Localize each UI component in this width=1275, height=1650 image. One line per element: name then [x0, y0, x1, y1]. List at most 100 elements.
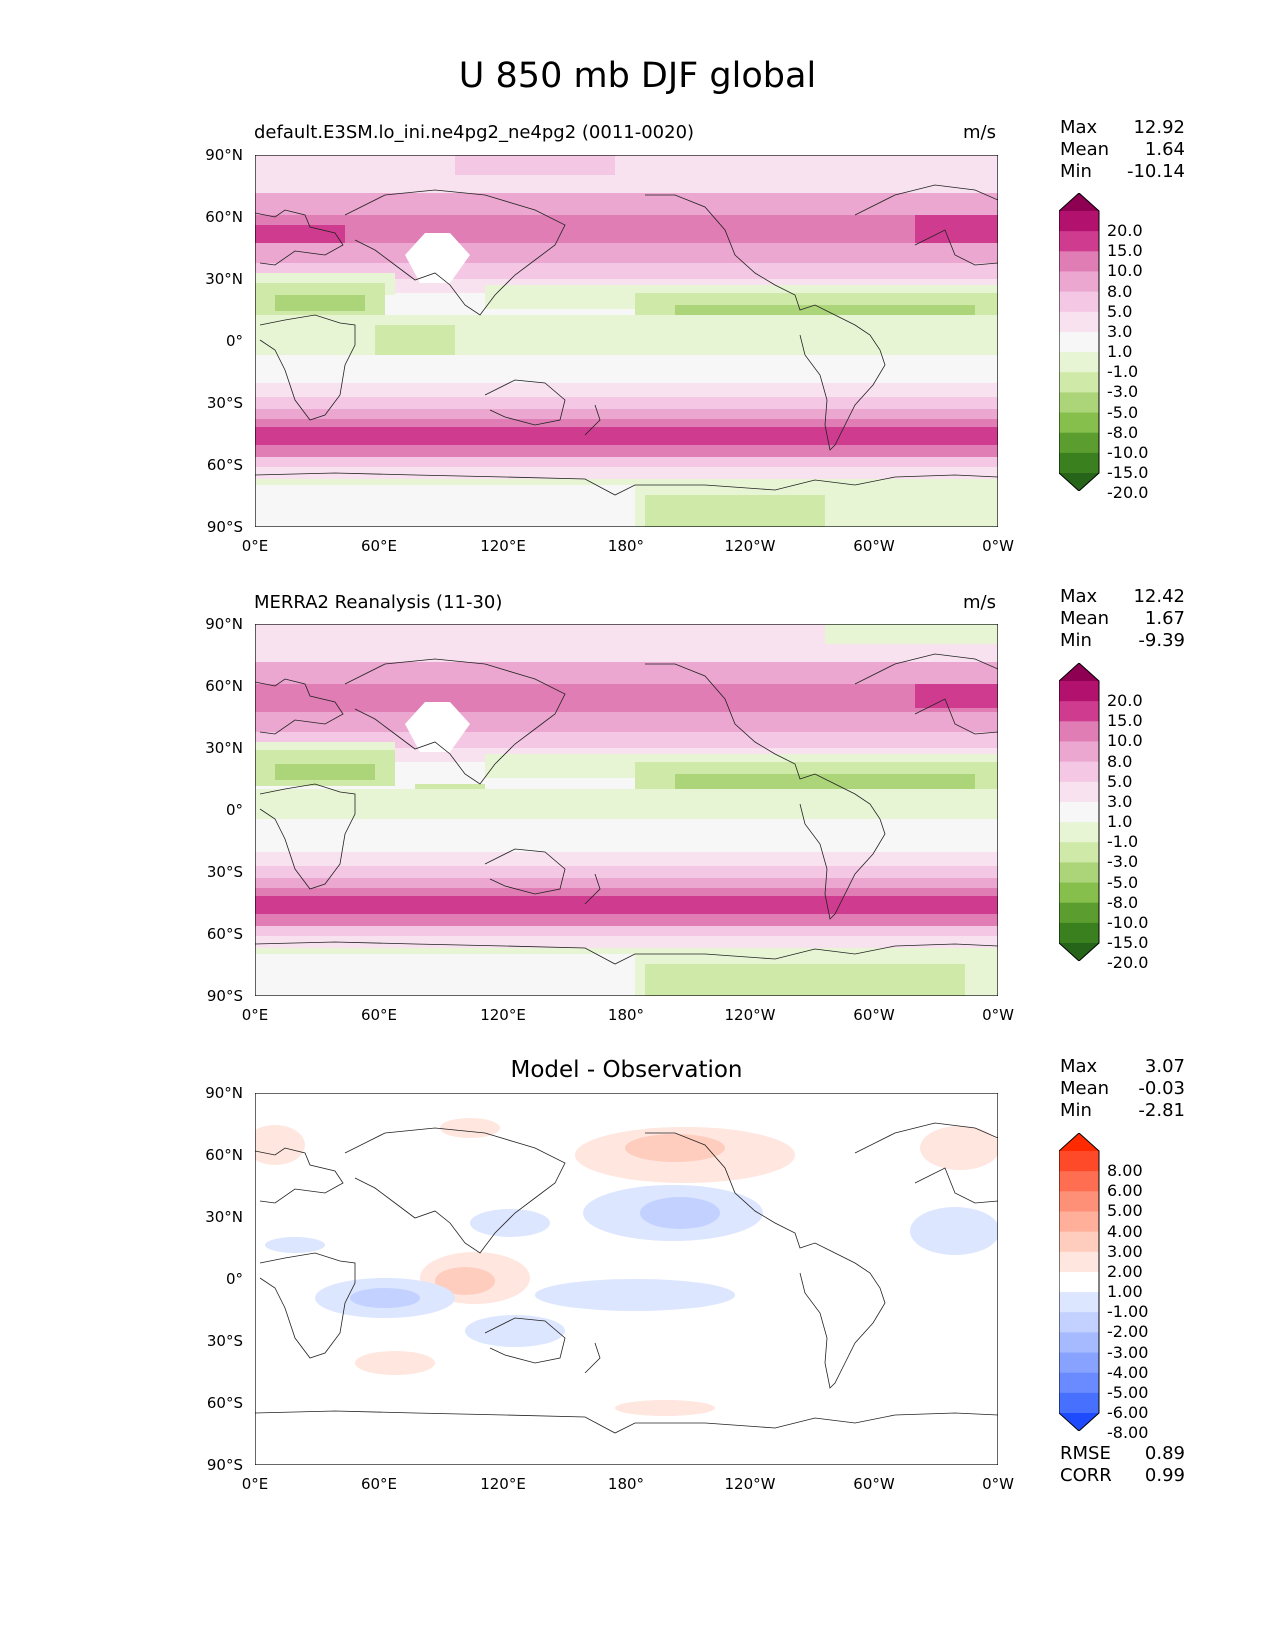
colorbar-bin — [1059, 271, 1099, 293]
lon-tick: 0°E — [241, 537, 269, 555]
colorbar-bin — [1059, 1171, 1099, 1192]
lat-tick: 30°N — [205, 270, 243, 288]
lat-tick: 0° — [225, 1270, 243, 1288]
colorbar-bin — [1059, 372, 1099, 393]
stat-mean-label: Mean — [1060, 608, 1110, 629]
colorbar-tick-label: -8.0 — [1107, 422, 1139, 442]
colorbar-tick-label: 5.0 — [1107, 771, 1133, 791]
colorbar-bin — [1059, 1271, 1099, 1293]
colorbar-bin — [1059, 1211, 1099, 1233]
lon-tick: 120°W — [724, 1006, 776, 1024]
panel-1-title: default.E3SM.lo_ini.ne4pg2_ne4pg2 (0011-… — [254, 122, 695, 143]
colorbar-tick-label: 15.0 — [1107, 241, 1143, 261]
lat-tick: 30°S — [206, 863, 243, 881]
colorbar-tick-label: -10.0 — [1107, 912, 1149, 932]
stat-mean-value: 1.64 — [1144, 139, 1185, 160]
lat-tick: 90°N — [205, 146, 243, 164]
lat-tick: 90°N — [205, 1084, 243, 1102]
colorbar-bin — [1059, 862, 1099, 884]
lon-tick: 60°E — [360, 1006, 398, 1024]
lon-tick: 0°W — [982, 1006, 1014, 1024]
colorbar-extend-min — [1059, 473, 1099, 491]
colorbar-tick-label: -1.0 — [1107, 832, 1139, 852]
panel-1-colorbar — [1059, 193, 1100, 491]
colorbar-tick-label: -8.00 — [1107, 1423, 1149, 1443]
stat-min-label: Min — [1060, 1100, 1092, 1121]
colorbar-tick-label: 8.00 — [1107, 1161, 1143, 1181]
corr-value: 0.99 — [1144, 1465, 1185, 1486]
lat-tick: 30°S — [206, 1332, 243, 1350]
colorbar-tick-label: 15.0 — [1107, 711, 1143, 731]
colorbar-tick-label: -10.0 — [1107, 442, 1149, 462]
colorbar-tick-label: 20.0 — [1107, 221, 1143, 241]
lat-tick: 90°N — [205, 615, 243, 633]
colorbar-tick-label: -5.00 — [1107, 1382, 1149, 1402]
colorbar-outline — [1059, 1133, 1100, 1431]
colorbar-tick-label: -1.00 — [1107, 1302, 1149, 1322]
corr-label: CORR — [1060, 1465, 1112, 1486]
colorbar-tick-label: -20.0 — [1107, 483, 1149, 503]
stat-min-label: Min — [1060, 630, 1092, 651]
colorbar-bin — [1059, 1312, 1099, 1333]
colorbar-outline — [1059, 193, 1100, 491]
colorbar-tick-label: 1.0 — [1107, 812, 1133, 832]
panel-1-stats: Max 12.92 Mean 1.64 Min -10.14 — [1060, 117, 1185, 183]
colorbar-bin — [1059, 311, 1099, 333]
colorbar-tick-label: 6.00 — [1107, 1181, 1143, 1201]
stat-min-value: -2.81 — [1138, 1100, 1185, 1121]
lat-tick: 0° — [225, 332, 243, 350]
lon-tick: 60°E — [360, 537, 398, 555]
lon-tick: 0°E — [241, 1006, 269, 1024]
colorbar-extend-min — [1059, 943, 1099, 961]
colorbar-tick-label: -15.0 — [1107, 463, 1149, 482]
stat-max-value: 12.92 — [1133, 117, 1185, 138]
lon-tick: 180° — [607, 537, 645, 555]
colorbar-tick-label: -6.00 — [1107, 1403, 1149, 1422]
colorbar-bin — [1059, 1392, 1099, 1414]
colorbar-bin — [1059, 1151, 1099, 1172]
colorbar-bin — [1059, 1372, 1099, 1394]
lon-tick: 180° — [607, 1475, 645, 1493]
colorbar-bin — [1059, 922, 1099, 944]
colorbar-bin — [1059, 721, 1099, 742]
stat-min-value: -9.39 — [1138, 630, 1185, 651]
lat-tick: 60°S — [206, 1394, 243, 1412]
colorbar-tick-label: 2.00 — [1107, 1261, 1143, 1281]
lon-tick: 120°E — [480, 537, 526, 555]
stat-min-label: Min — [1060, 161, 1092, 182]
lon-tick: 60°W — [853, 1006, 895, 1024]
colorbar-bin — [1059, 1251, 1099, 1273]
colorbar-tick-label: 8.0 — [1107, 281, 1133, 301]
colorbar-bin — [1059, 882, 1099, 904]
lat-tick: 60°S — [206, 456, 243, 474]
colorbar-tick-label: 1.00 — [1107, 1282, 1143, 1302]
colorbar-tick-label: 3.00 — [1107, 1241, 1143, 1261]
lat-tick: 30°N — [205, 739, 243, 757]
colorbar-bin — [1059, 681, 1099, 702]
colorbar-bin — [1059, 1352, 1099, 1374]
stat-mean-label: Mean — [1060, 1078, 1110, 1099]
colorbar-bin — [1059, 822, 1099, 843]
stat-max-value: 12.42 — [1133, 586, 1185, 607]
colorbar-tick-label: -3.0 — [1107, 852, 1139, 872]
colorbar-tick-label: 8.0 — [1107, 751, 1133, 771]
colorbar-bin — [1059, 352, 1099, 373]
lat-tick: 60°N — [205, 677, 243, 695]
colorbar-tick-label: -2.00 — [1107, 1322, 1149, 1342]
lat-tick: 60°N — [205, 208, 243, 226]
lat-tick: 30°S — [206, 394, 243, 412]
lon-tick: 120°E — [480, 1475, 526, 1493]
lon-tick: 180° — [607, 1006, 645, 1024]
colorbar-bin — [1059, 701, 1099, 722]
stat-mean-value: -0.03 — [1138, 1078, 1185, 1099]
colorbar-bin — [1059, 1332, 1099, 1354]
colorbar-tick-label: -4.00 — [1107, 1362, 1149, 1382]
colorbar-bin — [1059, 842, 1099, 863]
rmse-value: 0.89 — [1144, 1443, 1185, 1464]
lon-tick: 0°E — [241, 1475, 269, 1493]
lat-tick: 0° — [225, 801, 243, 819]
panel-3-stats: Max 3.07 Mean -0.03 Min -2.81 — [1060, 1056, 1185, 1122]
colorbar-tick-label: 1.0 — [1107, 342, 1133, 362]
colorbar-bin — [1059, 741, 1099, 763]
stat-mean-value: 1.67 — [1144, 608, 1185, 629]
